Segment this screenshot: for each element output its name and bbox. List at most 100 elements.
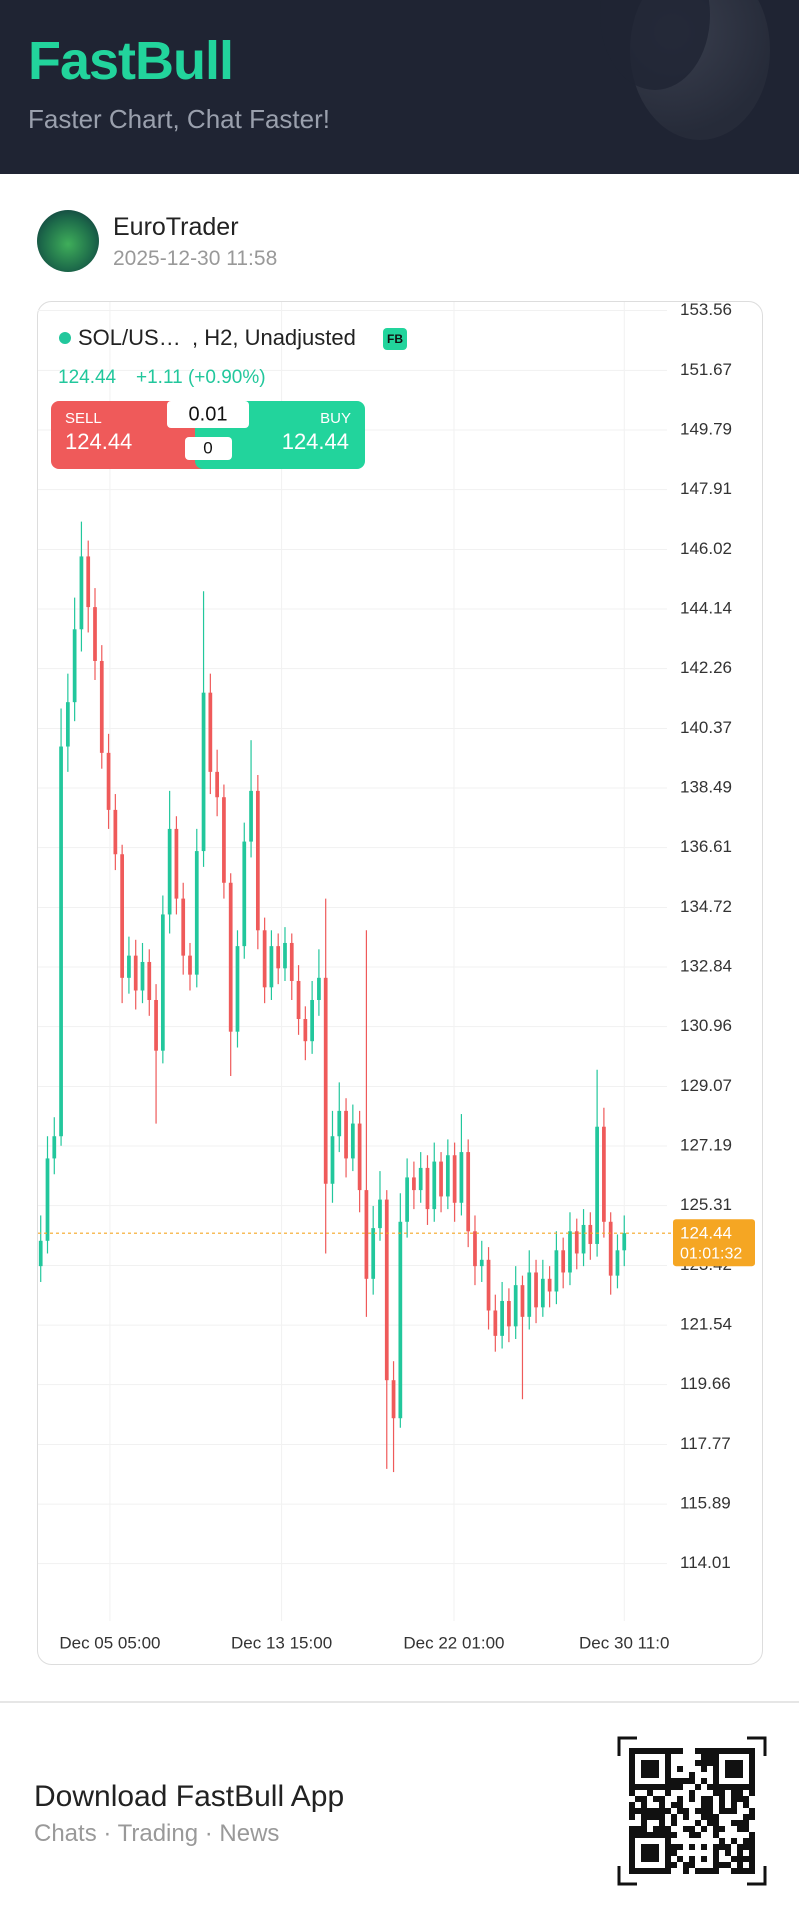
y-tick-label: 134.72 bbox=[680, 897, 732, 916]
qr-cell bbox=[701, 1868, 707, 1874]
candle-body bbox=[317, 977, 321, 1000]
qr-cell bbox=[719, 1790, 725, 1796]
qr-cell bbox=[647, 1790, 653, 1796]
quantity-box[interactable] bbox=[167, 401, 249, 428]
qr-cell bbox=[671, 1832, 677, 1838]
spread-box bbox=[185, 437, 232, 460]
qr-cell bbox=[629, 1766, 635, 1772]
candle-body bbox=[276, 946, 281, 969]
candle-body bbox=[425, 1167, 430, 1210]
qr-cell bbox=[629, 1868, 635, 1874]
qr-cell bbox=[713, 1814, 719, 1820]
y-tick-label: 151.67 bbox=[680, 360, 732, 379]
qr-cell bbox=[665, 1760, 671, 1766]
qr-cell bbox=[653, 1832, 659, 1838]
qr-cell bbox=[665, 1832, 671, 1838]
candle-body bbox=[79, 556, 84, 630]
qr-cell bbox=[629, 1844, 635, 1850]
qr-cell bbox=[653, 1772, 659, 1778]
qr-cell bbox=[659, 1784, 665, 1790]
qr-cell bbox=[749, 1766, 755, 1772]
qr-cell bbox=[695, 1760, 701, 1766]
candle-body bbox=[615, 1250, 620, 1276]
qr-cell bbox=[677, 1802, 683, 1808]
qr-cell bbox=[659, 1826, 665, 1832]
candle-body bbox=[608, 1221, 613, 1276]
quantity: 0.01 bbox=[189, 403, 228, 425]
qr-cell bbox=[713, 1856, 719, 1862]
candle-body bbox=[235, 946, 240, 1032]
qr-cell bbox=[713, 1784, 719, 1790]
qr-cell bbox=[701, 1844, 707, 1850]
qr-cell bbox=[629, 1814, 635, 1820]
price: 124.44 bbox=[58, 367, 117, 388]
candle-body bbox=[371, 1228, 376, 1279]
qr-cell bbox=[689, 1844, 695, 1850]
qr-cell bbox=[641, 1850, 647, 1856]
qr-cell bbox=[659, 1796, 665, 1802]
qr-cell bbox=[725, 1862, 731, 1868]
y-tick-label: 144.14 bbox=[680, 599, 732, 618]
candle-body bbox=[405, 1177, 409, 1222]
qr-cell bbox=[659, 1814, 665, 1820]
candle-body bbox=[568, 1231, 572, 1273]
qr-cell bbox=[701, 1754, 707, 1760]
candle-body bbox=[500, 1300, 504, 1336]
qr-cell bbox=[653, 1856, 659, 1862]
qr-cell bbox=[659, 1832, 665, 1838]
qr-cell bbox=[653, 1808, 659, 1814]
qr-cell bbox=[749, 1790, 755, 1796]
qr-cell bbox=[743, 1856, 749, 1862]
spread: 0 bbox=[203, 438, 212, 457]
qr-cell bbox=[713, 1748, 719, 1754]
candle-body bbox=[439, 1161, 443, 1197]
candle-body bbox=[398, 1221, 403, 1419]
qr-cell bbox=[689, 1790, 695, 1796]
candle-body bbox=[242, 841, 247, 947]
qr-cell bbox=[647, 1808, 653, 1814]
qr-cell bbox=[707, 1808, 713, 1814]
qr-cell bbox=[695, 1784, 701, 1790]
candle-body bbox=[574, 1231, 579, 1254]
candle-body bbox=[255, 790, 260, 931]
qr-cell bbox=[677, 1856, 683, 1862]
qr-cell bbox=[713, 1850, 719, 1856]
qr-cell bbox=[731, 1856, 737, 1862]
qr-cell bbox=[629, 1808, 635, 1814]
qr-cell bbox=[713, 1772, 719, 1778]
qr-cell bbox=[713, 1778, 719, 1784]
qr-cell bbox=[653, 1760, 659, 1766]
qr-cell bbox=[629, 1772, 635, 1778]
y-tick-label: 117.77 bbox=[680, 1434, 731, 1453]
qr-cell bbox=[713, 1832, 719, 1838]
qr-cell bbox=[725, 1808, 731, 1814]
qr-cell bbox=[737, 1790, 743, 1796]
qr-cell bbox=[701, 1748, 707, 1754]
divider bbox=[0, 1701, 799, 1703]
qr-cell bbox=[719, 1784, 725, 1790]
candle-body bbox=[45, 1158, 50, 1241]
candle-body bbox=[269, 946, 274, 988]
qr-cell bbox=[677, 1808, 683, 1814]
candle-body bbox=[344, 1110, 348, 1159]
qr-cell bbox=[749, 1784, 755, 1790]
qr-cell bbox=[701, 1760, 707, 1766]
author: EuroTrader bbox=[113, 213, 239, 241]
candle-body bbox=[540, 1278, 545, 1308]
qr-cell bbox=[725, 1850, 731, 1856]
qr-cell bbox=[629, 1778, 635, 1784]
qr-cell bbox=[635, 1808, 641, 1814]
qr-cell bbox=[641, 1868, 647, 1874]
qr-cell bbox=[737, 1766, 743, 1772]
y-tick-label: 115.89 bbox=[680, 1494, 731, 1513]
qr-cell bbox=[635, 1784, 641, 1790]
qr-cell bbox=[671, 1850, 677, 1856]
qr-cell bbox=[749, 1808, 755, 1814]
qr-cell bbox=[731, 1766, 737, 1772]
candle-body bbox=[154, 999, 158, 1051]
y-tick-label: 127.19 bbox=[680, 1136, 732, 1155]
qr-cell bbox=[737, 1868, 743, 1874]
qr-cell bbox=[749, 1754, 755, 1760]
candle-body bbox=[534, 1272, 538, 1308]
candle-body bbox=[65, 702, 70, 747]
